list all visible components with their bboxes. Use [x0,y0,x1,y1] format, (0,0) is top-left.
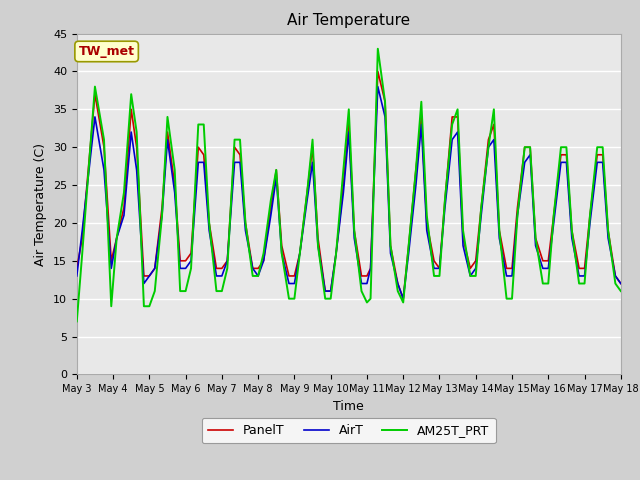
AM25T_PRT [617,288,625,294]
PanelT [358,273,365,279]
Title: Air Temperature: Air Temperature [287,13,410,28]
AirT [568,235,576,241]
Y-axis label: Air Temperature (C): Air Temperature (C) [35,143,47,265]
Line: PanelT: PanelT [77,72,621,299]
AirT [291,281,298,287]
X-axis label: Time: Time [333,400,364,413]
AM25T_PRT [151,288,159,294]
AM25T_PRT [73,319,81,324]
PanelT [374,69,381,74]
PanelT [399,296,407,301]
Line: AM25T_PRT: AM25T_PRT [77,49,621,322]
Line: AirT: AirT [77,86,621,299]
AirT [140,281,148,287]
PanelT [195,144,202,150]
Text: TW_met: TW_met [79,45,134,58]
AM25T_PRT [291,296,298,301]
AirT [399,296,407,301]
AirT [195,159,202,165]
PanelT [140,273,148,279]
AM25T_PRT [358,288,365,294]
PanelT [568,228,576,233]
AirT [374,84,381,89]
AM25T_PRT [140,303,148,309]
AirT [358,281,365,287]
PanelT [151,265,159,271]
Legend: PanelT, AirT, AM25T_PRT: PanelT, AirT, AM25T_PRT [202,418,495,443]
AirT [617,281,625,287]
PanelT [291,273,298,279]
AirT [73,273,81,279]
PanelT [73,265,81,271]
AM25T_PRT [563,144,570,150]
AM25T_PRT [374,46,381,52]
AM25T_PRT [195,121,202,127]
PanelT [617,281,625,287]
AirT [151,265,159,271]
